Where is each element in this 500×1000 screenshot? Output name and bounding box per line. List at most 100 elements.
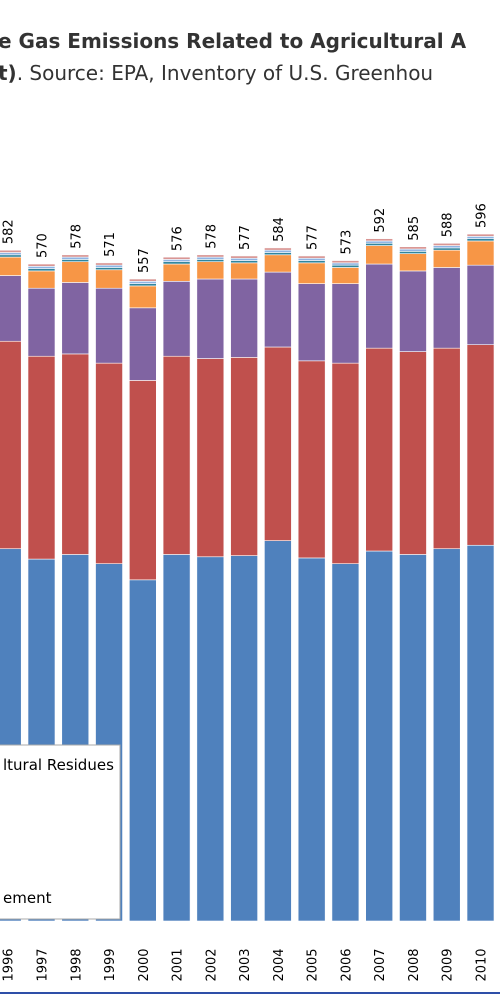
bar-segment — [27, 355, 56, 560]
bar-segment — [196, 259, 225, 263]
total-label: 578 — [204, 224, 219, 249]
bar-segment — [61, 282, 90, 355]
bar-segment — [297, 360, 326, 559]
bar-segment — [331, 563, 360, 922]
bar-segment — [432, 242, 461, 246]
bar-segment — [230, 255, 258, 259]
bar-segment — [162, 256, 191, 260]
bar-segment — [466, 240, 495, 266]
x-tick-label: 2004 — [272, 948, 287, 981]
total-label: 570 — [36, 233, 51, 258]
x-tick-label: 2010 — [475, 948, 490, 981]
bar-segment — [399, 351, 427, 555]
bar-segment — [297, 262, 326, 284]
bar-segment — [95, 264, 123, 268]
bar-segment — [264, 252, 292, 256]
subtitle: . Source: EPA, Inventory of U.S. Greenho… — [17, 61, 433, 85]
bar-segment — [0, 256, 22, 276]
legend-label: ltural Residues — [3, 756, 114, 774]
bar-segment — [365, 245, 394, 265]
bar-segment — [432, 249, 461, 268]
x-tick-label: 2008 — [407, 948, 422, 981]
bar-segment — [297, 255, 326, 259]
bar-segment — [466, 236, 495, 239]
bar-segment — [95, 269, 123, 289]
bar-segment — [95, 262, 123, 266]
total-label: 577 — [238, 225, 253, 250]
bar-segment — [365, 550, 394, 922]
bar-segment — [331, 362, 360, 564]
bar-segment — [365, 263, 394, 349]
legend-box — [0, 744, 121, 920]
bar-segment — [129, 579, 157, 922]
bar-segment — [162, 281, 191, 357]
bar-segment — [331, 262, 360, 266]
x-tick-label: 1998 — [69, 948, 84, 981]
bar-segment — [365, 347, 394, 552]
total-label: 588 — [441, 212, 456, 237]
total-label: 584 — [272, 217, 287, 242]
bar-segment — [297, 260, 326, 264]
bar-segment — [230, 262, 258, 280]
bar-segment — [162, 554, 191, 922]
bar-segment — [466, 233, 495, 237]
bar-segment — [0, 340, 22, 550]
bar-segment — [432, 347, 461, 550]
bar-segment — [432, 245, 461, 249]
x-tick-label: 2002 — [204, 948, 219, 981]
bar-segment — [61, 259, 90, 263]
bar-segment — [264, 254, 292, 273]
x-tick-label: 1996 — [2, 948, 17, 981]
bar-segment — [129, 283, 157, 287]
bar-segment — [95, 287, 123, 364]
bar-segment — [399, 248, 427, 252]
total-label: 573 — [339, 230, 354, 255]
bars: 582 1996 570 1997 578 1998 571 1999 557 2000 576 20… — [0, 203, 495, 982]
bar-segment — [230, 357, 258, 556]
bar-segment — [95, 267, 123, 271]
bar-segment — [230, 260, 258, 264]
bar-segment — [466, 264, 495, 345]
bar-segment — [331, 260, 360, 264]
bar-segment — [27, 268, 56, 272]
bar-segment — [466, 544, 495, 922]
bar-segment — [0, 275, 22, 342]
bar-segment — [264, 247, 292, 251]
bar-segment — [432, 548, 461, 922]
bar-segment — [129, 278, 157, 282]
total-label: 571 — [103, 232, 118, 257]
bar-segment — [27, 266, 56, 269]
x-tick-label: 2003 — [238, 948, 253, 981]
bar-segment — [399, 253, 427, 272]
bar-segment — [95, 362, 123, 564]
bar-segment — [129, 380, 157, 581]
bar-segment — [432, 267, 461, 349]
bar-segment — [162, 261, 191, 265]
subtitle-bold: t) — [0, 61, 17, 85]
bar-segment — [297, 283, 326, 362]
bar-segment — [399, 246, 427, 250]
total-label: 585 — [407, 216, 422, 241]
bar-segment — [297, 257, 326, 261]
bar-segment — [399, 554, 427, 922]
bar-segment — [27, 263, 56, 267]
total-label: 592 — [373, 208, 388, 233]
bar-segment — [466, 344, 495, 546]
total-label: 596 — [475, 203, 490, 228]
bar-segment — [162, 263, 191, 282]
bar-segment — [61, 256, 90, 260]
bar-segment — [0, 249, 22, 253]
bar-segment — [297, 557, 326, 922]
bar-segment — [61, 261, 90, 283]
bar-segment — [230, 555, 258, 922]
bar-segment — [365, 242, 394, 246]
bar-segment — [399, 270, 427, 352]
bar-segment — [162, 259, 191, 263]
bar-segment — [0, 254, 22, 258]
bar-segment — [230, 278, 258, 358]
bar-segment — [264, 540, 292, 922]
bar-segment — [196, 261, 225, 280]
bar-segment — [230, 257, 258, 261]
x-tick-label: 2006 — [339, 948, 354, 981]
